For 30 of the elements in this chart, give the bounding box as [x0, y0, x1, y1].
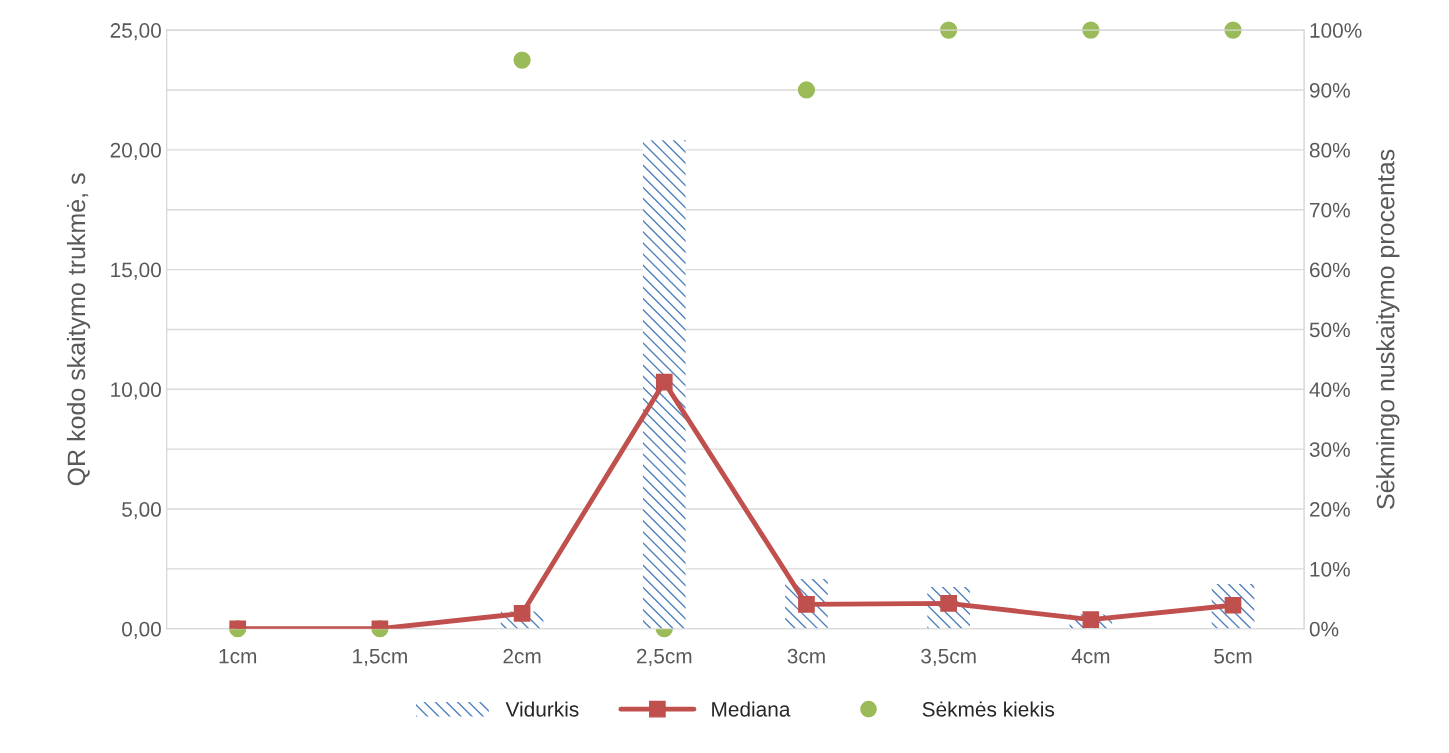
y2-tick-label: 90% [1309, 82, 1350, 98]
x-tick-label: 2cm [503, 648, 541, 664]
y2-tick-label: 20% [1310, 502, 1350, 517]
x-tick-label: 1,5cm [353, 648, 407, 666]
legend-label: Mediana [712, 701, 791, 717]
y-tick-label: 25,00 [110, 23, 161, 41]
y2-tick-label: 30% [1309, 442, 1350, 457]
x-tick-label: 4cm [1071, 648, 1110, 664]
x-tick-label: 1cm [219, 648, 257, 664]
legend-label: Sėkmės kiekis [922, 701, 1055, 717]
y-tick-label: 5,00 [122, 502, 161, 520]
x-tick-label: 3cm [787, 648, 825, 664]
x-tick-label: 5cm [1214, 648, 1252, 664]
y-axis-title: QR kodo skaitymo trukmė, s [66, 173, 91, 486]
y2-tick-label: 80% [1309, 142, 1350, 158]
y-tick-label: 0,00 [122, 621, 161, 639]
legend-label: Vidurkis [505, 701, 579, 717]
y-tick-label: 15,00 [111, 262, 161, 280]
y2-tick-label: 40% [1309, 382, 1350, 398]
x-tick-label: 2,5cm [636, 648, 692, 666]
y2-tick-label: 50% [1309, 322, 1350, 338]
y2-tick-label: 100% [1310, 23, 1362, 38]
y2-tick-label: 60% [1310, 262, 1350, 278]
y-tick-label: 10,00 [111, 382, 161, 400]
y2-axis-title: Sėkmingo nuskaitymo procentas [1376, 149, 1400, 509]
x-tick-label: 3,5cm [921, 648, 976, 666]
y2-tick-label: 10% [1310, 561, 1350, 577]
y2-tick-label: 0% [1309, 621, 1339, 637]
y2-tick-label: 70% [1310, 202, 1350, 218]
y-tick-label: 20,00 [110, 142, 161, 161]
